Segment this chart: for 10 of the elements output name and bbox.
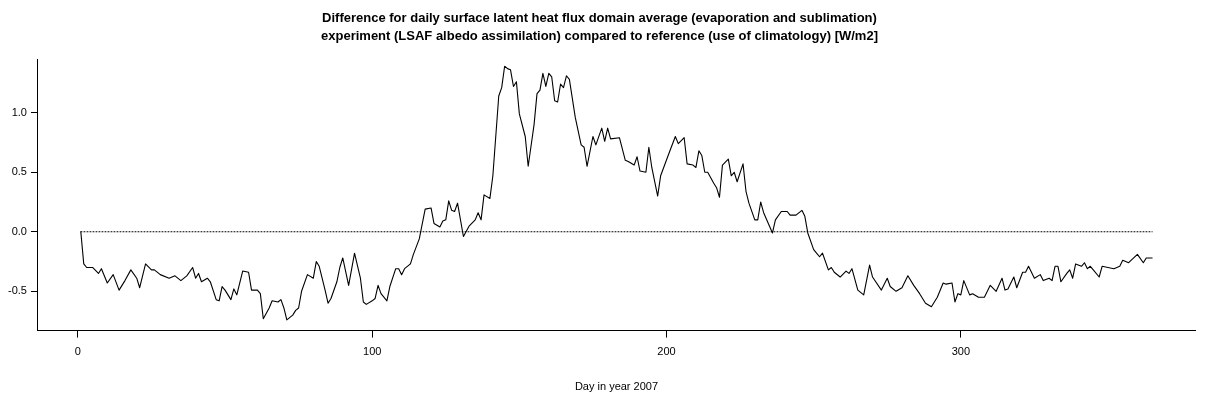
y-tick-label: 1.0 [11, 105, 27, 118]
x-tick-label: 300 [951, 345, 971, 358]
x-tick-label: 200 [657, 345, 676, 358]
y-tick-label: 0.5 [11, 165, 27, 178]
x-tick-label: 100 [363, 345, 382, 358]
x-tick-label: 0 [74, 345, 81, 358]
chart-title: Difference for daily surface latent heat flux domain average (evaporation and sublimation) experiment (LSAF albedo assimilation) compared to reference (use of climatology) [W/m2] [321, 10, 878, 43]
y-tick-label: 0.0 [11, 224, 27, 237]
y-tick-label: -0.5 [7, 284, 27, 297]
x-axis-title: Day in year 2007 [574, 380, 659, 393]
